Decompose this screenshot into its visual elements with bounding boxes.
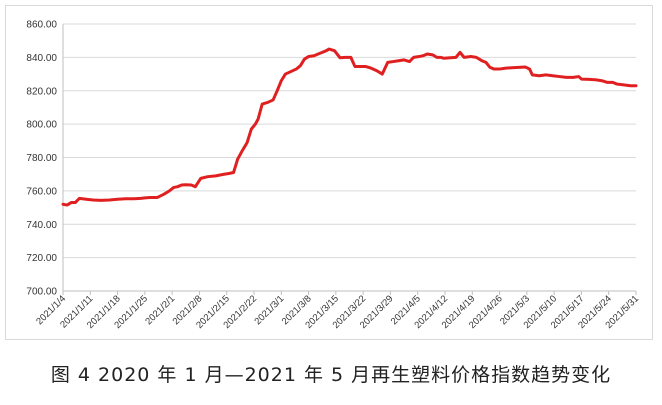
axes <box>62 24 636 292</box>
grid-lines <box>63 23 636 292</box>
chart-frame: 700.00 720.00 740.00 760.00 780.00 800.00 820.… <box>5 5 653 340</box>
y-tick-label: 840.00 <box>26 53 57 64</box>
series-layer <box>61 47 638 207</box>
y-axis-ticks: 700.00 720.00 740.00 760.00 780.00 800.00 820.… <box>26 20 57 298</box>
y-tick-label: 860.00 <box>26 20 57 31</box>
y-tick-label: 760.00 <box>26 186 57 197</box>
x-axis-ticks: 2021/1/42021/1/112021/1/182021/1/252021/… <box>34 291 641 331</box>
y-tick-label: 820.00 <box>26 86 57 97</box>
figure-caption: 图 4 2020 年 1 月—2021 年 5 月再生塑料价格指数趋势变化 <box>50 364 612 386</box>
y-tick-label: 700.00 <box>26 287 57 298</box>
line-chart: 700.00 720.00 740.00 760.00 780.00 800.00 820.… <box>26 20 641 332</box>
y-tick-label: 740.00 <box>26 220 57 231</box>
y-tick-label: 780.00 <box>26 153 57 164</box>
series-line-0 <box>61 47 638 207</box>
y-tick-label: 800.00 <box>26 120 57 131</box>
y-tick-label: 720.00 <box>26 253 57 264</box>
